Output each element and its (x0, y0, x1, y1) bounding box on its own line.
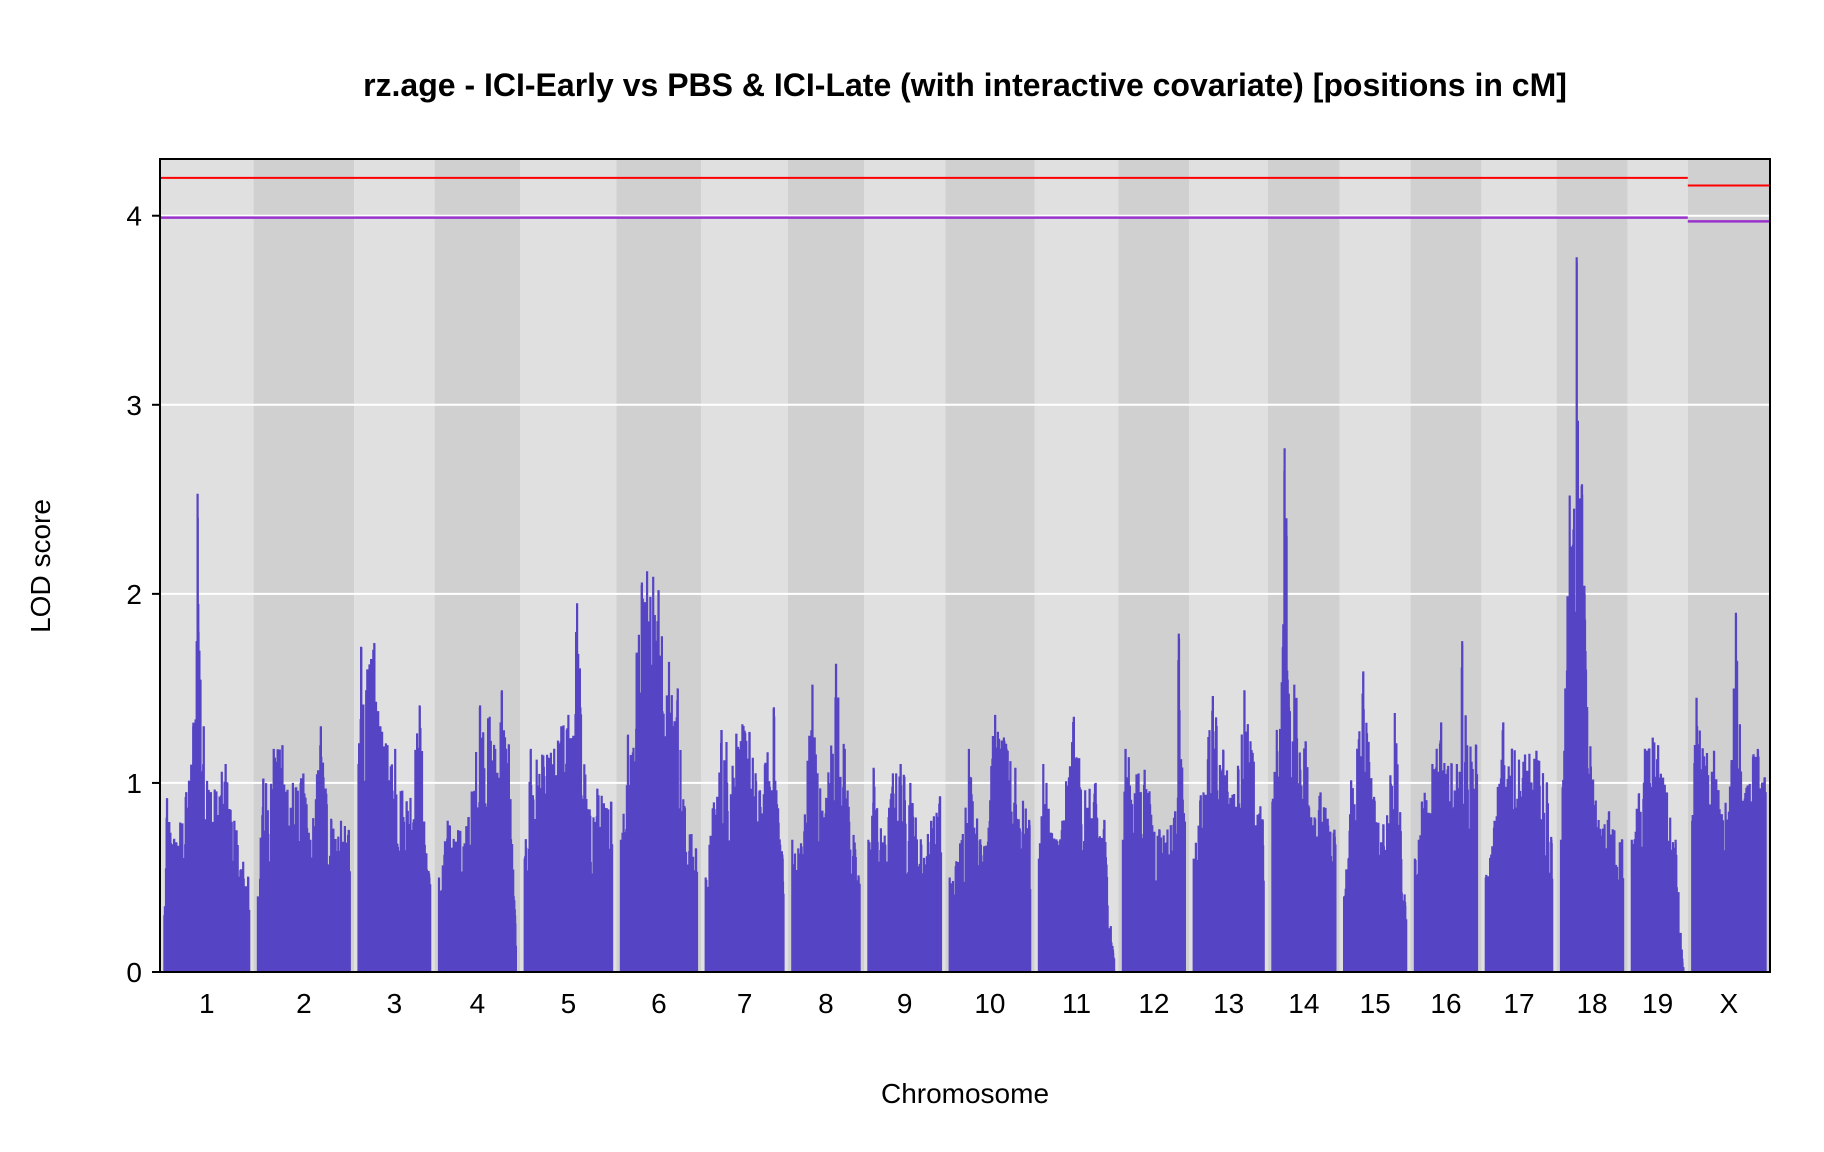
x-tick-label-chr-3: 3 (387, 988, 403, 1019)
lod-curve-chr-15 (1343, 671, 1408, 972)
lod-curve-chr-X (1691, 612, 1767, 972)
x-tick-label-chr-8: 8 (818, 988, 834, 1019)
lod-curve-chr-17 (1484, 722, 1554, 972)
x-tick-label-chr-11: 11 (1062, 988, 1091, 1019)
lod-curve-chr-19 (1630, 737, 1685, 972)
lod-curve-chr-1 (163, 493, 251, 972)
lod-curve-chr-8 (791, 663, 861, 972)
lod-curve-chr-6 (619, 571, 699, 972)
lod-curve-chr-12 (1121, 633, 1186, 972)
x-tick-label-chr-16: 16 (1430, 988, 1461, 1019)
lod-curve-chr-5 (523, 603, 614, 972)
y-tick-label-4: 4 (126, 201, 142, 232)
y-axis-label: LOD score (25, 499, 56, 633)
chart-title: rz.age - ICI-Early vs PBS & ICI-Late (wi… (363, 67, 1567, 103)
x-tick-label-chr-14: 14 (1288, 988, 1319, 1019)
x-tick-label-chr-15: 15 (1360, 988, 1391, 1019)
y-tick-label-2: 2 (126, 579, 142, 610)
lod-curve-chr-7 (704, 707, 785, 972)
lod-curve-chr-16 (1413, 641, 1479, 972)
lod-curve-chr-11 (1037, 716, 1116, 972)
lod-curve-chr-10 (948, 714, 1032, 972)
x-tick-label-chr-18: 18 (1576, 988, 1607, 1019)
x-axis-label: Chromosome (881, 1078, 1049, 1109)
lod-curve-chr-13 (1192, 690, 1265, 972)
x-tick-label-chr-10: 10 (974, 988, 1005, 1019)
x-tick-label-chr-4: 4 (470, 988, 486, 1019)
x-tick-label-chr-9: 9 (897, 988, 913, 1019)
lod-curve-chr-4 (437, 690, 517, 972)
x-tick-label-chr-5: 5 (561, 988, 577, 1019)
x-tick-label-chr-13: 13 (1213, 988, 1244, 1019)
lod-curve-chr-18 (1559, 257, 1625, 972)
plot-frame (159, 158, 1771, 973)
x-tick-label-chr-12: 12 (1138, 988, 1169, 1019)
x-tick-label-chr-2: 2 (296, 988, 312, 1019)
x-tick-label-chr-X: X (1720, 988, 1739, 1019)
x-tick-label-chr-6: 6 (651, 988, 667, 1019)
lod-curve-chr-14 (1271, 448, 1337, 972)
y-tick-label-1: 1 (126, 768, 142, 799)
lod-curve-chr-2 (256, 726, 351, 972)
lod-curve-chr-3 (357, 643, 432, 972)
x-tick-label-chr-7: 7 (737, 988, 753, 1019)
x-tick-label-chr-1: 1 (199, 988, 215, 1019)
y-tick-label-3: 3 (126, 390, 142, 421)
x-tick-label-chr-17: 17 (1503, 988, 1534, 1019)
x-tick-label-chr-19: 19 (1642, 988, 1673, 1019)
y-tick-label-0: 0 (126, 957, 142, 988)
lod-curve-chr-9 (867, 764, 943, 972)
